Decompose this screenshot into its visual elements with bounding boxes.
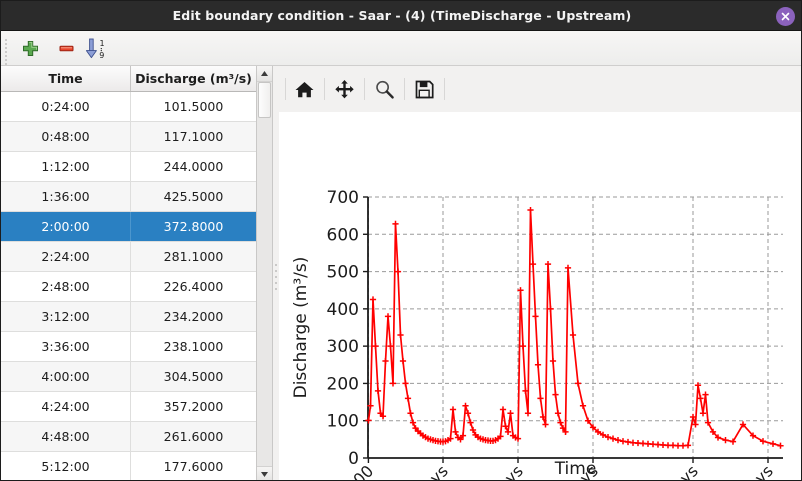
chevron-up-icon <box>261 71 268 76</box>
cell-discharge[interactable]: 177.6000 <box>163 459 224 474</box>
cell-discharge[interactable]: 261.6000 <box>163 429 224 444</box>
table-scrollbar[interactable] <box>257 66 273 480</box>
table-row[interactable]: 1:12:00 244.0000 <box>1 152 256 182</box>
cell-discharge[interactable]: 226.4000 <box>163 279 224 294</box>
chart-svg: 01002003004005006007000:24:003 days6 day… <box>291 188 784 481</box>
table-row[interactable]: 3:36:00 238.1000 <box>1 332 256 362</box>
delete-row-icon <box>59 45 73 52</box>
table-row[interactable]: 0:48:00 117.1000 <box>1 122 256 152</box>
x-axis-label: Time <box>554 459 597 479</box>
chart-home-button[interactable] <box>289 75 319 103</box>
discharge-series-markers <box>365 206 784 449</box>
discharge-hydrograph[interactable]: 01002003004005006007000:24:003 days6 day… <box>279 112 801 481</box>
scrollbar-thumb[interactable] <box>258 82 271 118</box>
table-row[interactable]: 4:00:00 304.5000 <box>1 362 256 392</box>
table-row[interactable]: 2:24:00 281.1000 <box>1 242 256 272</box>
x-tick-label: 13 days <box>644 461 702 481</box>
cell-discharge[interactable]: 372.8000 <box>163 219 224 234</box>
svg-text:9: 9 <box>99 51 104 60</box>
cell-discharge[interactable]: 357.2000 <box>163 399 224 414</box>
panel-splitter[interactable] <box>273 66 279 480</box>
table-row[interactable]: 4:24:00 357.2000 <box>1 392 256 422</box>
cell-time[interactable]: 1:36:00 <box>1 182 131 211</box>
cell-time[interactable]: 3:12:00 <box>1 302 131 331</box>
cell-time[interactable]: 5:12:00 <box>1 452 131 480</box>
cell-time[interactable]: 4:24:00 <box>1 392 131 421</box>
home-icon <box>295 81 313 97</box>
title-bar: Edit boundary condition - Saar - (4) (Ti… <box>1 1 801 31</box>
chart-navigation-toolbar <box>279 66 801 112</box>
cell-discharge[interactable]: 234.2000 <box>163 309 224 324</box>
cell-time[interactable]: 2:24:00 <box>1 242 131 271</box>
table-row[interactable]: 4:48:00 261.6000 <box>1 422 256 452</box>
x-tick-label: 3 days <box>401 461 452 481</box>
cell-time[interactable]: 3:36:00 <box>1 332 131 361</box>
window-title: Edit boundary condition - Saar - (4) (Ti… <box>172 8 632 23</box>
cell-discharge[interactable]: 101.5000 <box>163 99 224 114</box>
cell-discharge[interactable]: 304.5000 <box>163 369 224 384</box>
x-tick-label: 6 days <box>476 461 527 481</box>
y-tick-label: 600 <box>327 225 359 245</box>
cell-time[interactable]: 1:12:00 <box>1 152 131 181</box>
chart-pan-button[interactable] <box>329 75 359 103</box>
cell-time[interactable]: 4:48:00 <box>1 422 131 451</box>
discharge-series-line <box>367 210 781 447</box>
close-button[interactable] <box>776 7 795 26</box>
table-row[interactable]: 5:12:00 177.6000 <box>1 452 256 480</box>
sort-descending-button[interactable]: 1 9 <box>81 34 111 63</box>
y-axis-label: Discharge (m³/s) <box>291 257 311 399</box>
chart-save-button[interactable] <box>409 75 439 103</box>
y-tick-label: 700 <box>327 188 359 208</box>
y-tick-label: 400 <box>327 300 359 320</box>
table-row[interactable]: 3:12:00 234.2000 <box>1 302 256 332</box>
table-header-row: Time Discharge (m³/s) <box>1 66 256 92</box>
save-icon <box>415 80 434 98</box>
y-tick-label: 200 <box>327 374 359 394</box>
chart-zoom-button[interactable] <box>369 75 399 103</box>
cell-time[interactable]: 4:00:00 <box>1 362 131 391</box>
zoom-icon <box>375 80 394 99</box>
x-tick-label: 16 days <box>719 461 777 481</box>
cell-discharge[interactable]: 117.1000 <box>163 129 224 144</box>
y-tick-label: 300 <box>327 337 359 357</box>
cell-time[interactable]: 0:48:00 <box>1 122 131 151</box>
boundary-condition-table[interactable]: Time Discharge (m³/s) 0:24:00 101.5000 0:4… <box>1 66 257 480</box>
table-row[interactable]: 2:48:00 226.4000 <box>1 272 256 302</box>
cell-discharge[interactable]: 281.1000 <box>163 249 224 264</box>
move-icon <box>334 79 354 98</box>
close-icon <box>781 12 790 21</box>
toolbar-grip <box>5 37 9 65</box>
y-tick-label: 500 <box>327 263 359 283</box>
scroll-down-button[interactable] <box>257 466 272 480</box>
y-tick-label: 0 <box>348 449 359 469</box>
chart-panel: 01002003004005006007000:24:003 days6 day… <box>279 66 801 481</box>
delete-row-button[interactable] <box>51 34 81 63</box>
main-toolbar: 1 9 <box>1 31 801 66</box>
cell-time[interactable]: 2:00:00 <box>1 212 131 241</box>
column-header-discharge[interactable]: Discharge (m³/s) <box>135 71 252 86</box>
cell-discharge[interactable]: 425.5000 <box>163 189 224 204</box>
add-row-icon <box>22 41 38 56</box>
column-header-time[interactable]: Time <box>1 66 131 91</box>
table-row[interactable]: 1:36:00 425.5000 <box>1 182 256 212</box>
svg-text:1: 1 <box>100 39 105 48</box>
y-tick-label: 100 <box>327 412 359 432</box>
table-row[interactable]: 2:00:00 372.8000 <box>1 212 256 242</box>
cell-time[interactable]: 0:24:00 <box>1 92 131 121</box>
scroll-up-button[interactable] <box>257 66 272 82</box>
table-body: 0:24:00 101.5000 0:48:00 117.1000 1:12:00 244… <box>1 92 256 480</box>
add-row-button[interactable] <box>15 34 45 63</box>
chevron-down-icon <box>261 472 268 477</box>
table-row[interactable]: 0:24:00 101.5000 <box>1 92 256 122</box>
cell-time[interactable]: 2:48:00 <box>1 272 131 301</box>
cell-discharge[interactable]: 238.1000 <box>163 339 224 354</box>
sort-descending-icon: 1 9 <box>85 38 105 60</box>
cell-discharge[interactable]: 244.0000 <box>163 159 224 174</box>
